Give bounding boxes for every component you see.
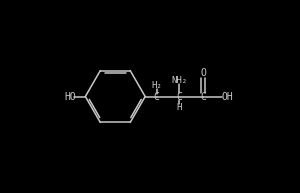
Text: OH: OH — [221, 91, 233, 102]
Text: NH₂: NH₂ — [171, 76, 187, 85]
Text: H: H — [176, 103, 181, 112]
Text: HO: HO — [64, 91, 76, 102]
Text: H₂: H₂ — [152, 81, 162, 90]
Text: C: C — [200, 91, 206, 102]
Text: C: C — [176, 91, 182, 102]
Text: C: C — [154, 91, 160, 102]
Text: O: O — [200, 68, 206, 78]
